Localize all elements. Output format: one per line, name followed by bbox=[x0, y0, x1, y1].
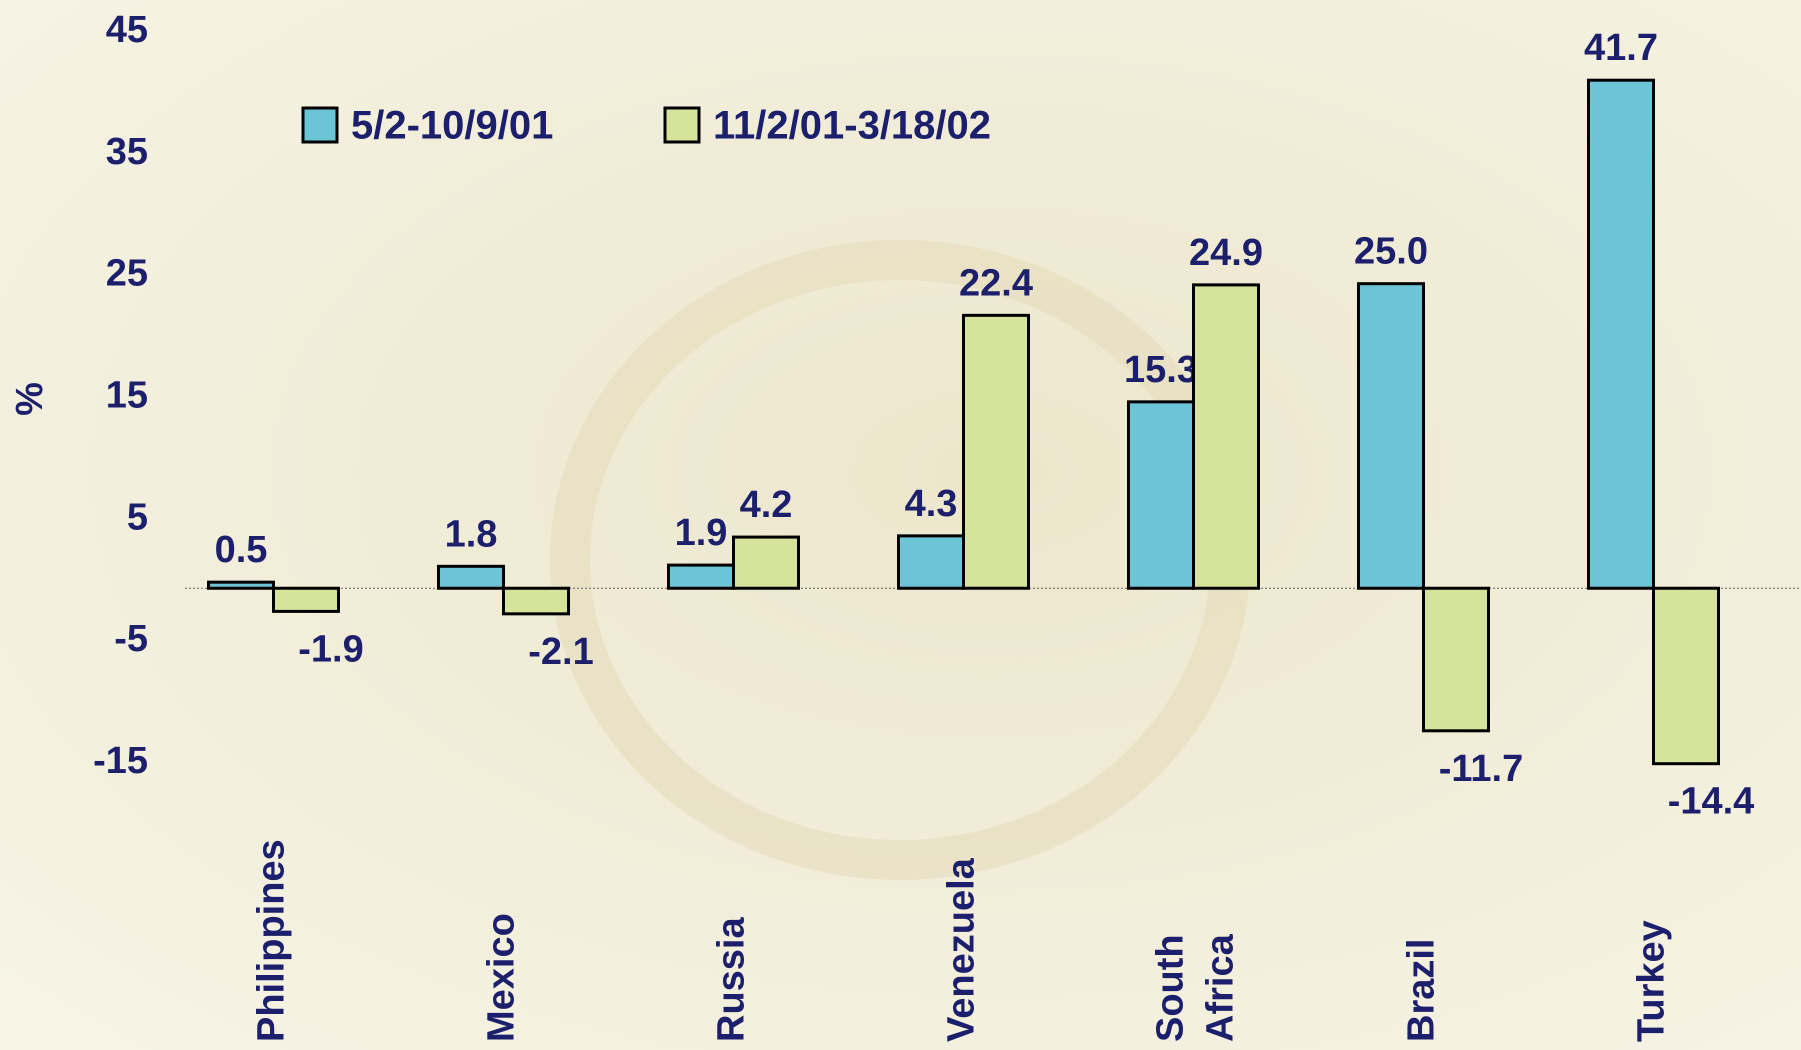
value-label: 24.9 bbox=[1189, 232, 1263, 274]
bar bbox=[669, 565, 734, 588]
x-tick-label: Mexico bbox=[481, 913, 523, 1042]
chart: % -15 -5 5 15 25 35 45 5/2-10/9/01 11/2/01-3/18/… bbox=[0, 0, 1801, 1050]
x-tick-label: Brazil bbox=[1401, 939, 1443, 1042]
bar bbox=[734, 537, 799, 588]
y-axis-label: % bbox=[9, 382, 51, 416]
bar bbox=[1654, 588, 1719, 763]
bar bbox=[964, 315, 1029, 588]
bar bbox=[209, 582, 274, 588]
y-tick-label: 45 bbox=[106, 9, 148, 51]
x-tick-label: Philippines bbox=[251, 839, 293, 1042]
value-label: 1.8 bbox=[445, 513, 498, 555]
y-tick-label: 5 bbox=[127, 496, 148, 538]
bar bbox=[1589, 80, 1654, 588]
value-label: -1.9 bbox=[298, 628, 363, 670]
x-tick-label: Turkey bbox=[1631, 920, 1673, 1042]
bar bbox=[1129, 402, 1194, 588]
bar bbox=[1359, 284, 1424, 589]
x-tick-label: Venezuela bbox=[941, 857, 983, 1042]
y-tick-label: 35 bbox=[106, 131, 148, 173]
bar bbox=[1424, 588, 1489, 731]
value-label: 4.2 bbox=[740, 484, 793, 526]
bar bbox=[504, 588, 569, 614]
bar bbox=[1194, 285, 1259, 588]
value-label: -14.4 bbox=[1668, 781, 1755, 823]
bar bbox=[899, 536, 964, 588]
bar bbox=[274, 588, 339, 611]
y-tick-label: -5 bbox=[114, 618, 148, 660]
legend-label: 5/2-10/9/01 bbox=[351, 104, 553, 148]
y-tick-label: 15 bbox=[106, 375, 148, 417]
value-label: 1.9 bbox=[675, 512, 728, 554]
value-label: 25.0 bbox=[1354, 231, 1428, 273]
legend-swatch bbox=[665, 108, 699, 142]
page: % -15 -5 5 15 25 35 45 5/2-10/9/01 11/2/01-3/18/… bbox=[0, 0, 1801, 1050]
x-tick-label: Russia bbox=[711, 917, 753, 1042]
value-label: 41.7 bbox=[1584, 27, 1658, 69]
value-label: 0.5 bbox=[215, 529, 268, 571]
value-label: 15.3 bbox=[1124, 349, 1198, 391]
value-label: 22.4 bbox=[959, 262, 1033, 304]
legend-label: 11/2/01-3/18/02 bbox=[713, 104, 991, 148]
y-tick-label: 25 bbox=[106, 253, 148, 295]
value-label: 4.3 bbox=[905, 483, 958, 525]
value-label: -2.1 bbox=[528, 631, 593, 673]
legend-swatch bbox=[303, 108, 337, 142]
value-label: -11.7 bbox=[1439, 748, 1524, 790]
y-tick-label: -15 bbox=[93, 740, 148, 782]
bar bbox=[439, 566, 504, 588]
